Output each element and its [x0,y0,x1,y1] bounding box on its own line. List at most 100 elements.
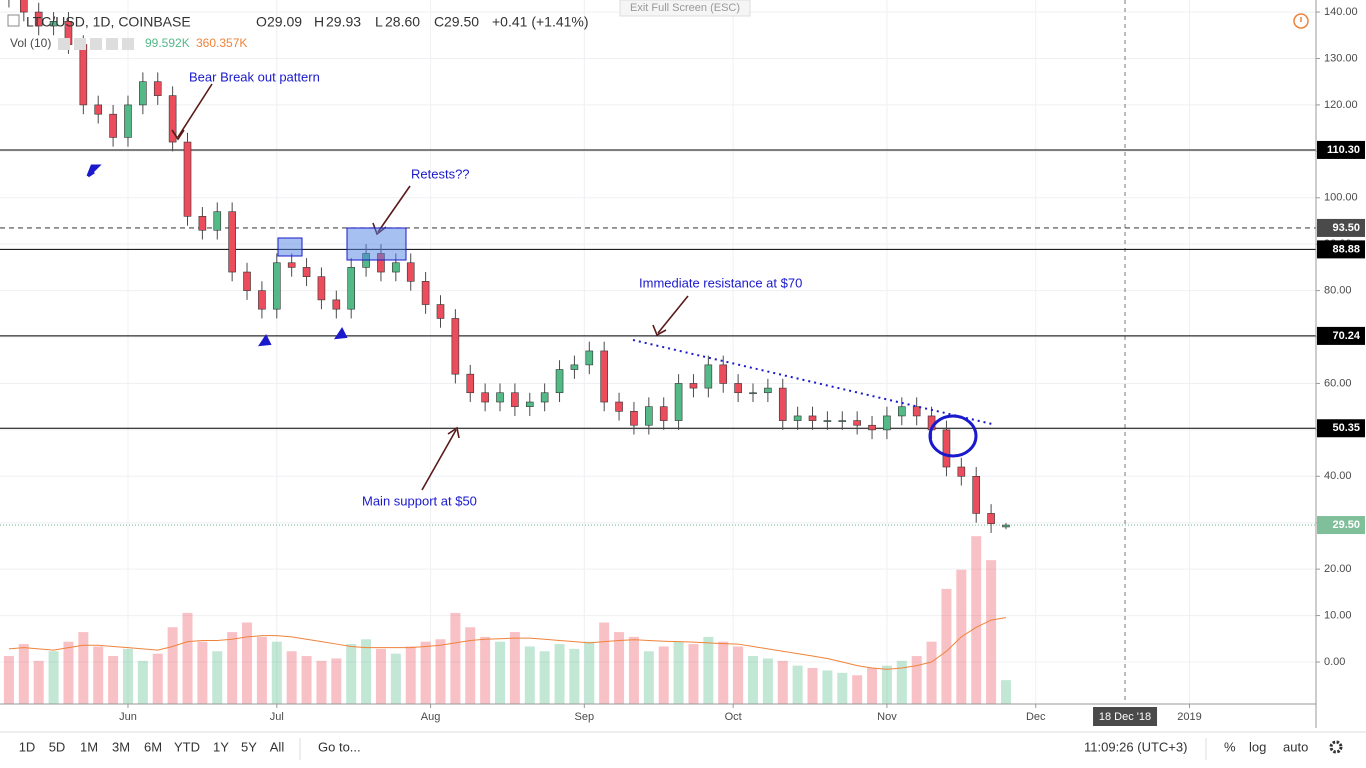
candle-body [406,262,415,282]
y-tick-label: 10.00 [1324,609,1352,621]
annotations [171,83,689,491]
range-button[interactable]: 3M [112,739,130,754]
icon[interactable] [90,38,102,50]
arrow-head [652,324,667,337]
volume-bar [256,636,267,704]
volume-bar [197,641,208,704]
volume-bar [361,639,372,704]
candle-body [868,424,876,431]
icon[interactable] [106,38,118,50]
arrow [177,83,213,138]
range-button[interactable]: 1M [80,739,98,754]
candle-body [109,113,117,138]
annotation: Immediate resistance at $70 [639,275,802,290]
annotation: Retests?? [411,166,470,181]
legend-o: O [256,14,267,30]
volume-bar [495,641,506,704]
candle-body [853,420,861,426]
level-label: 50.35 [1332,422,1360,434]
y-tick-label: 60.00 [1324,377,1352,389]
range-button[interactable]: All [270,739,285,754]
annotation: Bear Break out pattern [189,69,320,84]
highlight-box [277,237,303,257]
volume-bar [480,636,491,704]
volume-bar [3,656,14,704]
level-label: 70.24 [1332,330,1360,342]
volume-bar [93,646,104,704]
volume-bar [271,641,282,704]
range-button[interactable]: 1Y [213,739,229,754]
highlight-circle [928,414,978,458]
arrow [657,295,689,334]
volume-bar [33,660,44,704]
volume-bar [108,656,119,704]
candle-body [615,401,623,412]
candle-body [94,104,103,115]
alert-icon[interactable] [1293,13,1309,29]
candle-body [704,364,713,389]
x-tick-label: Jun [119,711,137,723]
auto[interactable]: auto [1283,739,1308,754]
legend-low: 28.60 [385,14,420,30]
candle-body [734,383,742,394]
candle-body [421,281,430,305]
level-label-bg [1317,140,1365,159]
y-tick-label: 130.00 [1324,52,1358,64]
settings-icon[interactable] [1329,740,1343,754]
range-button[interactable]: 1D [19,739,36,754]
crosshair-label-bg [1093,707,1158,726]
x-tick-label: Sep [575,711,595,723]
volume-bar [316,660,327,704]
range-button[interactable]: 5D [49,739,66,754]
range-button[interactable]: YTD [174,739,200,754]
volume-bar [182,612,193,704]
candle-body [525,401,534,407]
candle-body [764,387,772,394]
range-button[interactable]: 5Y [241,739,257,754]
collapse-icon[interactable] [7,14,20,27]
volume-bar [658,646,669,704]
range-button[interactable]: 6M [144,739,162,754]
candle-body [79,44,88,106]
level-label: 29.50 [1332,519,1360,531]
candle-body [481,392,489,403]
volume-bar [777,660,788,704]
volume-bar [628,636,639,704]
candle-body [778,387,787,421]
volume-bar [301,656,312,704]
candle-body [808,415,817,421]
y-tick-label: 20.00 [1324,563,1352,575]
clock: 11:09:26 (UTC+3) [1084,739,1187,754]
log[interactable]: log [1249,739,1266,754]
volume-bar [435,639,446,704]
percent[interactable]: % [1224,739,1236,754]
candle-body [392,262,400,273]
range-buttons: 1D 5D 1M 3M 6M YTD 1Y 5Y All [19,739,285,754]
candle-body [153,81,162,96]
legend-change: +0.41 (+1.41%) [492,14,589,30]
volume-bar [926,641,937,704]
icon[interactable] [122,38,134,50]
y-tick-label: 40.00 [1324,470,1352,482]
volume-bar [78,632,89,704]
volume-bar [643,651,654,704]
icon[interactable] [74,38,86,50]
volume-bar [524,646,535,704]
goto[interactable]: Go to... [318,739,361,754]
volume-bar [18,644,29,704]
volume-bar [614,632,625,704]
exit-full-screen[interactable] [619,0,751,17]
icon[interactable] [58,38,70,50]
candle-body [466,373,475,394]
candle-body [511,392,519,407]
y-tick-label: 140.00 [1324,6,1358,18]
volume-bar [881,665,892,704]
y-tick-label: 80.00 [1324,285,1352,297]
volume-bar [375,648,386,704]
y-tick-label: 100.00 [1324,192,1358,204]
candle-body [436,304,445,319]
volume-bar [48,651,59,704]
legend-open: 29.09 [267,14,302,30]
volume-bar [331,658,342,704]
